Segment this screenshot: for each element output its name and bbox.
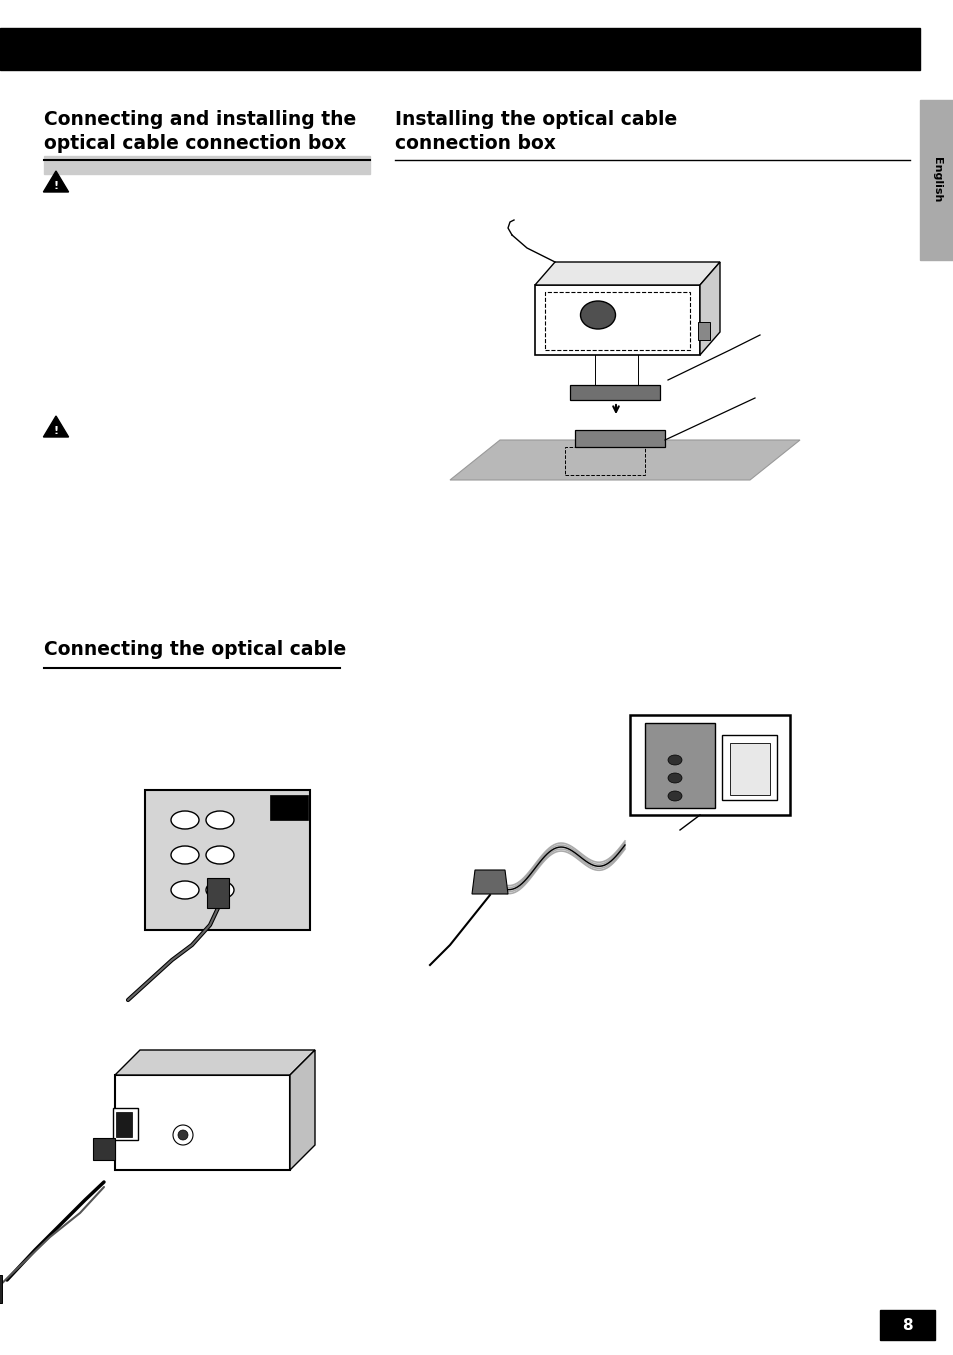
Bar (544, 291, 689, 350)
Bar (0, 1275, 2, 1304)
Ellipse shape (171, 812, 199, 829)
Ellipse shape (171, 846, 199, 864)
Bar (721, 734, 776, 799)
Bar (919, 100, 953, 260)
Text: Connecting and installing the
optical cable connection box: Connecting and installing the optical ca… (44, 110, 355, 153)
Bar (92, 1138, 115, 1160)
Polygon shape (43, 416, 69, 438)
Ellipse shape (178, 1130, 188, 1140)
Ellipse shape (206, 812, 233, 829)
Bar (564, 447, 644, 476)
Bar (698, 322, 709, 340)
Bar (115, 1075, 290, 1169)
Bar (207, 878, 229, 908)
Bar (145, 790, 310, 930)
Bar (116, 1112, 132, 1137)
Polygon shape (569, 385, 659, 400)
Bar (629, 715, 789, 814)
Text: English: English (931, 157, 941, 203)
Polygon shape (535, 262, 720, 285)
Bar (44, 156, 370, 173)
Ellipse shape (667, 772, 681, 783)
Bar (644, 724, 714, 808)
Polygon shape (290, 1050, 314, 1169)
Bar (879, 1310, 934, 1340)
Text: !: ! (53, 427, 58, 436)
Bar (729, 743, 769, 795)
Polygon shape (43, 171, 69, 192)
Polygon shape (472, 870, 507, 894)
Text: 8: 8 (902, 1317, 912, 1332)
Bar (112, 1108, 138, 1140)
Text: !: ! (53, 182, 58, 191)
Ellipse shape (206, 846, 233, 864)
Ellipse shape (579, 301, 615, 329)
Ellipse shape (206, 881, 233, 898)
Text: Connecting the optical cable: Connecting the optical cable (44, 640, 346, 659)
Text: Installing the optical cable
connection box: Installing the optical cable connection … (395, 110, 677, 153)
Polygon shape (535, 285, 700, 355)
Ellipse shape (172, 1125, 193, 1145)
Bar (0, 28, 919, 70)
Polygon shape (115, 1050, 314, 1075)
Polygon shape (575, 430, 664, 447)
Ellipse shape (667, 791, 681, 801)
Polygon shape (700, 262, 720, 355)
Bar (270, 795, 308, 820)
Polygon shape (450, 440, 800, 480)
Ellipse shape (171, 881, 199, 898)
Ellipse shape (667, 755, 681, 766)
